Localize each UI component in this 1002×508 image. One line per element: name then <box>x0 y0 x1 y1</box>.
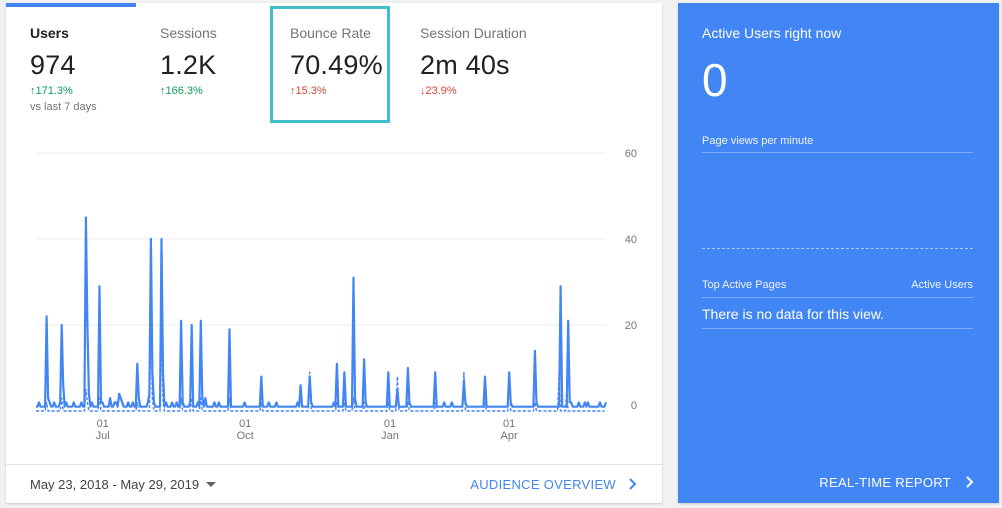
metric-delta: ↑166.3% <box>160 85 203 97</box>
metric-label: Session Duration <box>420 25 527 41</box>
active-users-count: 0 <box>702 54 728 106</box>
x-tick-month-label: Jan <box>381 430 399 442</box>
metric-tab-sessions[interactable]: Sessions 1.2K ↑166.3% <box>160 25 217 97</box>
x-tick-day-label: 01 <box>97 418 109 430</box>
chevron-right-icon[interactable] <box>626 476 640 492</box>
top-active-pages-header: Top Active Pages <box>702 279 787 291</box>
y-tick-label: 40 <box>625 234 637 246</box>
active-users-column-header: Active Users <box>911 279 973 291</box>
series-line-primary <box>36 216 608 408</box>
metric-label: Bounce Rate <box>290 25 371 41</box>
y-tick-label: 60 <box>625 148 637 160</box>
realtime-title: Active Users right now <box>702 25 842 41</box>
metric-tab-users[interactable]: Users 974 ↑171.3% vs last 7 days <box>30 25 97 113</box>
metric-tab-bounce-rate[interactable]: Bounce Rate 70.49% ↑15.3% <box>290 25 383 97</box>
metric-value: 70.49% <box>290 50 383 80</box>
no-data-message: There is no data for this view. <box>702 306 885 322</box>
metric-value: 974 <box>30 50 76 80</box>
x-tick-day-label: 01 <box>503 418 515 430</box>
audience-overview-card: Users 974 ↑171.3% vs last 7 days Session… <box>6 3 662 503</box>
arrow-up-icon: ↑ <box>160 85 166 97</box>
card-footer: May 23, 2018 - May 29, 2019 AUDIENCE OVE… <box>6 464 662 503</box>
metric-comparison-label: vs last 7 days <box>30 101 97 113</box>
realtime-card: Active Users right now 0 Page views per … <box>678 3 999 503</box>
pageviews-per-minute-label: Page views per minute <box>702 135 814 147</box>
metric-delta: ↑171.3% <box>30 85 73 97</box>
arrow-up-icon: ↑ <box>290 85 296 97</box>
arrow-up-icon: ↑ <box>30 85 36 97</box>
divider <box>702 328 973 329</box>
active-tab-indicator <box>6 3 136 7</box>
metric-delta: ↓23.9% <box>420 85 457 97</box>
metric-label: Sessions <box>160 25 217 41</box>
metric-value: 1.2K <box>160 50 217 80</box>
chevron-right-icon[interactable] <box>963 474 977 490</box>
x-tick-month-label: Apr <box>501 430 518 442</box>
arrow-down-icon: ↓ <box>420 85 426 97</box>
divider <box>702 297 973 298</box>
caret-down-icon <box>206 482 217 487</box>
x-tick-day-label: 01 <box>239 418 251 430</box>
date-range-selector[interactable]: May 23, 2018 - May 29, 2019 <box>30 477 217 492</box>
bounce-rate-highlight-box <box>270 6 390 123</box>
x-tick-month-label: Oct <box>237 430 254 442</box>
x-tick-month-label: Jul <box>96 430 110 442</box>
y-tick-label: 20 <box>625 320 637 332</box>
pageviews-baseline <box>702 248 973 249</box>
date-range-label: May 23, 2018 - May 29, 2019 <box>30 477 200 492</box>
metric-delta: ↑15.3% <box>290 85 327 97</box>
audience-overview-link[interactable]: AUDIENCE OVERVIEW <box>470 477 616 492</box>
divider <box>702 152 973 153</box>
y-tick-label: 0 <box>631 400 637 412</box>
metric-value: 2m 40s <box>420 50 510 80</box>
x-tick-day-label: 01 <box>384 418 396 430</box>
realtime-report-link[interactable]: REAL-TIME REPORT <box>819 475 951 490</box>
metric-label: Users <box>30 25 69 41</box>
metric-tab-session-duration[interactable]: Session Duration 2m 40s ↓23.9% <box>420 25 527 97</box>
series-line-comparison <box>36 324 605 412</box>
